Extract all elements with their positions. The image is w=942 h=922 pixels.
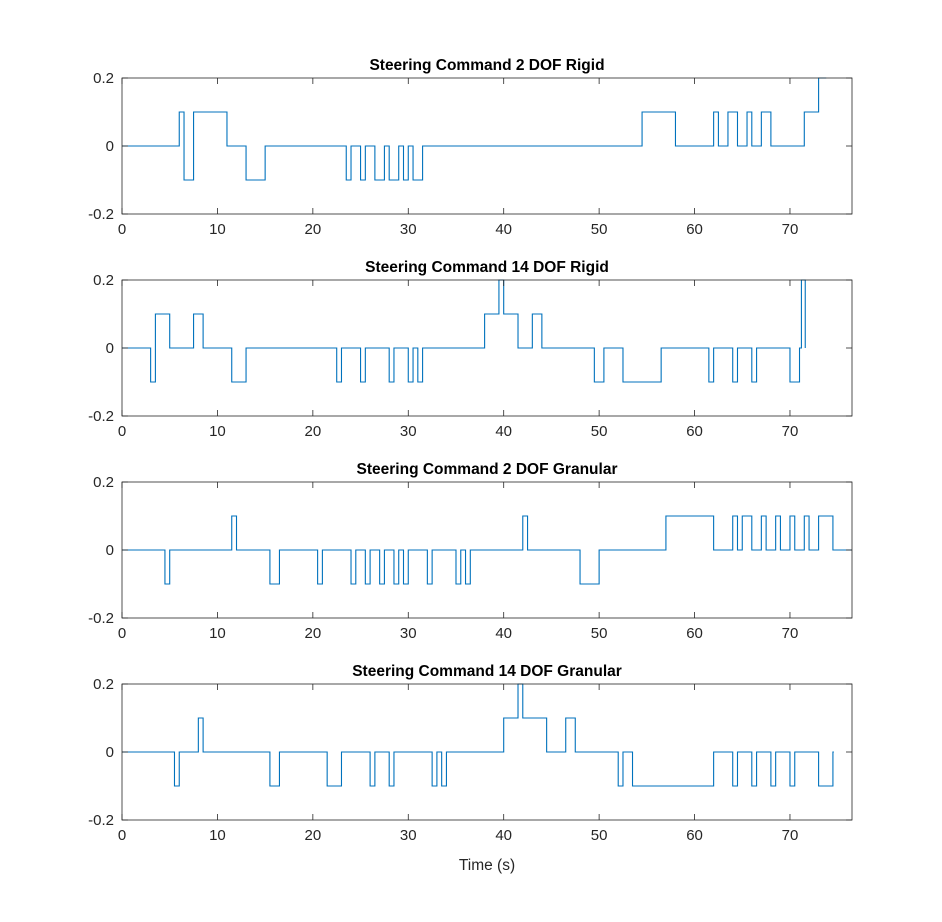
x-tick-label: 0 — [118, 221, 126, 238]
y-tick-label: 0.2 — [93, 474, 114, 491]
x-tick-label: 0 — [118, 423, 126, 440]
steering-command-line — [122, 683, 834, 787]
y-tick-label: 0.2 — [93, 676, 114, 693]
y-tick-label: -0.2 — [88, 610, 114, 627]
x-tick-label: 50 — [591, 221, 608, 238]
x-tick-label: 60 — [686, 827, 703, 844]
steering-command-line — [122, 279, 806, 383]
x-tick-label: 30 — [400, 625, 417, 642]
x-tick-label: 40 — [495, 625, 512, 642]
x-tick-label: 20 — [305, 423, 322, 440]
x-tick-label: 20 — [305, 625, 322, 642]
x-tick-label: 50 — [591, 423, 608, 440]
x-axis-label: Time (s) — [459, 857, 515, 874]
x-tick-label: 30 — [400, 423, 417, 440]
y-tick-label: 0 — [106, 744, 114, 761]
x-tick-label: 10 — [209, 221, 226, 238]
x-tick-label: 20 — [305, 827, 322, 844]
x-tick-label: 20 — [305, 221, 322, 238]
x-tick-label: 40 — [495, 221, 512, 238]
subplot-1: Steering Command 2 DOF Rigid 0 10 20 30 40 50 6… — [88, 57, 853, 238]
subplot-title: Steering Command 14 DOF Rigid — [365, 259, 609, 276]
steering-command-line — [122, 77, 827, 181]
x-tick-label: 50 — [591, 625, 608, 642]
y-tick-label: 0 — [106, 542, 114, 559]
x-tick-label: 60 — [686, 423, 703, 440]
y-tick-label: -0.2 — [88, 206, 114, 223]
x-tick-label: 0 — [118, 625, 126, 642]
x-tick-label: 10 — [209, 827, 226, 844]
x-tick-label: 30 — [400, 221, 417, 238]
subplot-3: Steering Command 2 DOF Granular 0 10 20 30 40… — [88, 461, 853, 642]
x-tick-label: 70 — [782, 221, 799, 238]
x-tick-label: 70 — [782, 625, 799, 642]
steering-command-line — [122, 515, 852, 585]
x-tick-label: 0 — [118, 827, 126, 844]
subplot-2: Steering Command 14 DOF Rigid 0 10 20 30 40 50… — [88, 259, 853, 440]
subplot-4: Steering Command 14 DOF Granular 0 10 20 30 4… — [88, 663, 853, 844]
y-tick-label: 0.2 — [93, 272, 114, 289]
subplot-title: Steering Command 14 DOF Granular — [352, 663, 622, 680]
x-tick-label: 70 — [782, 827, 799, 844]
y-tick-label: 0 — [106, 340, 114, 357]
subplot-title: Steering Command 2 DOF Granular — [357, 461, 618, 478]
x-tick-label: 10 — [209, 625, 226, 642]
x-tick-label: 50 — [591, 827, 608, 844]
x-tick-label: 60 — [686, 221, 703, 238]
y-tick-label: 0 — [106, 138, 114, 155]
x-tick-label: 70 — [782, 423, 799, 440]
y-tick-label: -0.2 — [88, 408, 114, 425]
x-tick-label: 10 — [209, 423, 226, 440]
y-tick-label: -0.2 — [88, 812, 114, 829]
x-tick-label: 60 — [686, 625, 703, 642]
x-tick-label: 30 — [400, 827, 417, 844]
x-tick-label: 40 — [495, 827, 512, 844]
y-tick-label: 0.2 — [93, 70, 114, 87]
subplots: Steering Command 2 DOF Rigid 0 10 20 30 40 50 6… — [88, 57, 853, 844]
x-tick-label: 40 — [495, 423, 512, 440]
subplot-title: Steering Command 2 DOF Rigid — [369, 57, 604, 74]
